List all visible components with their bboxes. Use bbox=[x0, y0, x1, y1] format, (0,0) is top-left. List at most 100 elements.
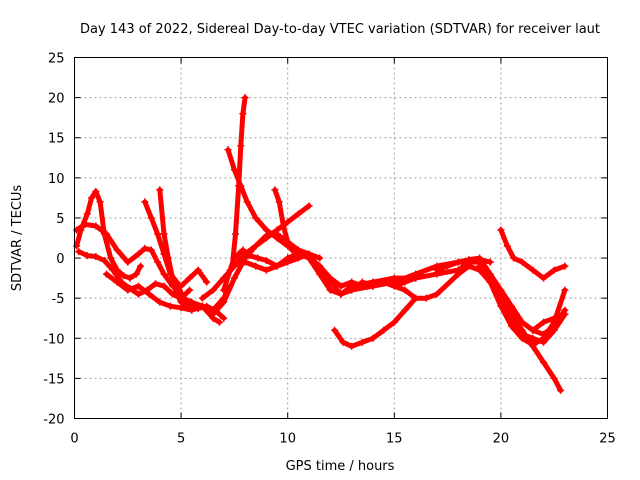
data-point bbox=[326, 286, 334, 294]
y-tick-label: -15 bbox=[43, 372, 64, 387]
data-point bbox=[476, 262, 484, 270]
data-point bbox=[262, 256, 270, 264]
data-point bbox=[316, 262, 324, 270]
data-point bbox=[156, 186, 164, 194]
data-point bbox=[198, 294, 206, 302]
data-point bbox=[126, 274, 134, 282]
data-point bbox=[561, 286, 569, 294]
y-tick-label: -5 bbox=[52, 292, 65, 307]
data-point bbox=[134, 250, 142, 258]
data-point bbox=[141, 198, 149, 206]
series-arc-21 bbox=[529, 310, 569, 334]
axis-ticks: 0 5 10 15 20 25 -20 -15 -10 -5 0 5 10 15 20 25 bbox=[43, 52, 616, 447]
data-point bbox=[476, 254, 484, 262]
data-point bbox=[561, 310, 569, 318]
data-point bbox=[284, 238, 292, 246]
series-line bbox=[498, 227, 568, 281]
data-point bbox=[92, 187, 100, 195]
data-point bbox=[160, 282, 168, 290]
data-point bbox=[273, 262, 281, 270]
data-point bbox=[194, 266, 202, 274]
data-point bbox=[245, 252, 253, 260]
data-point bbox=[529, 326, 537, 334]
data-point bbox=[508, 302, 516, 310]
data-point bbox=[305, 254, 313, 262]
data-point bbox=[230, 274, 238, 282]
data-point bbox=[380, 326, 388, 334]
data-point bbox=[239, 246, 247, 254]
data-point bbox=[81, 220, 89, 228]
x-tick-label: 20 bbox=[493, 432, 510, 447]
y-tick-label: 5 bbox=[56, 212, 64, 227]
data-point bbox=[503, 242, 511, 250]
data-point bbox=[337, 282, 345, 290]
data-point bbox=[390, 282, 398, 290]
data-point bbox=[369, 334, 377, 342]
data-point bbox=[529, 334, 537, 342]
data-point bbox=[141, 244, 149, 252]
data-point bbox=[102, 270, 110, 278]
y-tick-label: 15 bbox=[48, 132, 65, 147]
data-point bbox=[220, 314, 228, 322]
series-line bbox=[225, 147, 291, 249]
data-point bbox=[454, 270, 462, 278]
data-series bbox=[73, 94, 569, 394]
data-point bbox=[262, 226, 270, 234]
data-point bbox=[518, 258, 526, 266]
data-point bbox=[454, 258, 462, 266]
data-point bbox=[226, 266, 234, 274]
data-point bbox=[186, 286, 194, 294]
data-point bbox=[109, 266, 117, 274]
data-point bbox=[550, 314, 558, 322]
data-point bbox=[465, 262, 473, 270]
data-point bbox=[284, 218, 292, 226]
data-point bbox=[124, 286, 132, 294]
data-point bbox=[540, 274, 548, 282]
data-point bbox=[401, 286, 409, 294]
data-point bbox=[550, 374, 558, 382]
data-point bbox=[134, 282, 142, 290]
data-point bbox=[241, 94, 249, 102]
plot-frame bbox=[74, 57, 608, 419]
series-line bbox=[332, 295, 419, 349]
data-point bbox=[156, 298, 164, 306]
data-point bbox=[107, 254, 115, 262]
series-line bbox=[530, 311, 568, 333]
data-point bbox=[198, 302, 206, 310]
data-point bbox=[100, 256, 108, 264]
data-point bbox=[83, 252, 91, 260]
y-tick-label: 10 bbox=[48, 172, 65, 187]
data-point bbox=[279, 222, 287, 230]
data-point bbox=[540, 318, 548, 326]
data-point bbox=[113, 278, 121, 286]
data-point bbox=[557, 386, 565, 394]
data-point bbox=[486, 278, 494, 286]
y-tick-label: 25 bbox=[48, 52, 65, 67]
data-point bbox=[348, 342, 356, 350]
data-point bbox=[284, 254, 292, 262]
data-point bbox=[96, 198, 104, 206]
data-point bbox=[433, 290, 441, 298]
data-point bbox=[273, 234, 281, 242]
data-point bbox=[137, 262, 145, 270]
data-point bbox=[254, 254, 262, 262]
data-point bbox=[518, 334, 526, 342]
y-tick-label: -10 bbox=[43, 332, 64, 347]
gridlines bbox=[74, 57, 608, 419]
data-point bbox=[220, 286, 228, 294]
data-point bbox=[271, 186, 279, 194]
data-point bbox=[540, 334, 548, 342]
data-point bbox=[147, 246, 155, 254]
data-point bbox=[252, 262, 260, 270]
data-point bbox=[235, 250, 243, 258]
data-point bbox=[177, 304, 185, 312]
data-point bbox=[275, 198, 283, 206]
data-point bbox=[331, 326, 339, 334]
data-point bbox=[262, 266, 270, 274]
data-point bbox=[561, 262, 569, 270]
data-point bbox=[152, 280, 160, 288]
y-axis-label: SDTVAR / TECUs bbox=[10, 185, 25, 292]
data-point bbox=[228, 262, 236, 270]
data-point bbox=[518, 318, 526, 326]
data-point bbox=[508, 322, 516, 330]
